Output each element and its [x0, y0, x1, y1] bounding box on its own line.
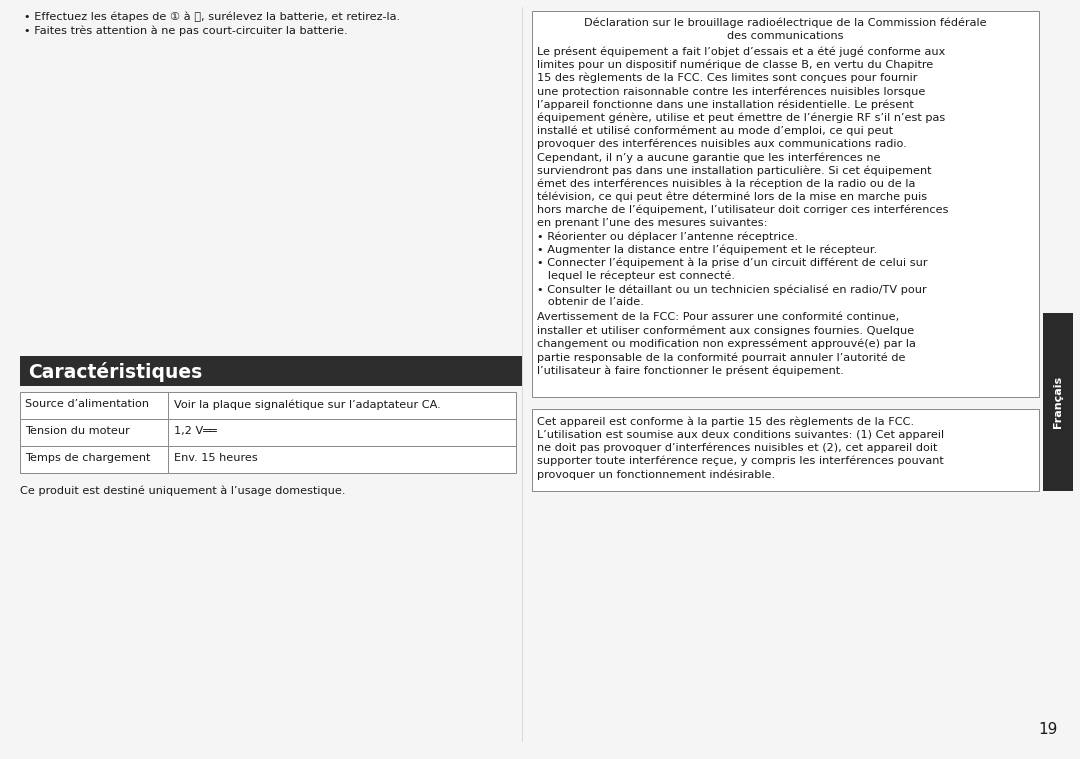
Text: 19: 19 [1039, 722, 1058, 737]
Text: installé et utilisé conformément au mode d’emploi, ce qui peut: installé et utilisé conformément au mode… [537, 125, 893, 136]
Text: des communications: des communications [727, 31, 843, 41]
Text: Env. 15 heures: Env. 15 heures [174, 453, 258, 463]
Text: l’appareil fonctionne dans une installation résidentielle. Le présent: l’appareil fonctionne dans une installat… [537, 99, 914, 110]
Text: provoquer un fonctionnement indésirable.: provoquer un fonctionnement indésirable. [537, 469, 775, 480]
Bar [532, 11, 1039, 398]
Text: 1,2 V══: 1,2 V══ [174, 426, 217, 436]
Text: Voir la plaque signalétique sur l’adaptateur CA.: Voir la plaque signalétique sur l’adapta… [174, 399, 441, 410]
Text: • Faites très attention à ne pas court-circuiter la batterie.: • Faites très attention à ne pas court-c… [24, 25, 348, 36]
Text: une protection raisonnable contre les interférences nuisibles lorsque: une protection raisonnable contre les in… [537, 86, 926, 96]
Text: installer et utiliser conformément aux consignes fournies. Quelque: installer et utiliser conformément aux c… [537, 326, 915, 336]
Text: • Connecter l’équipement à la prise d’un circuit différent de celui sur: • Connecter l’équipement à la prise d’un… [537, 257, 928, 268]
Text: provoquer des interférences nuisibles aux communications radio.: provoquer des interférences nuisibles au… [537, 139, 907, 150]
Bar [1043, 313, 1074, 491]
Bar [532, 409, 1039, 491]
Bar [21, 392, 516, 473]
Text: Caractéristiques: Caractéristiques [28, 362, 202, 382]
Text: partie responsable de la conformité pourrait annuler l’autorité de: partie responsable de la conformité pour… [537, 352, 905, 363]
Bar [21, 356, 522, 386]
Text: Déclaration sur le brouillage radioélectrique de la Commission fédérale: Déclaration sur le brouillage radioélect… [584, 18, 987, 29]
Text: émet des interférences nuisibles à la réception de la radio ou de la: émet des interférences nuisibles à la ré… [537, 178, 916, 189]
Text: en prenant l’une des mesures suivantes:: en prenant l’une des mesures suivantes: [537, 218, 768, 228]
Text: Français: Français [1053, 376, 1063, 428]
Text: • Augmenter la distance entre l’équipement et le récepteur.: • Augmenter la distance entre l’équipeme… [537, 244, 877, 255]
Text: obtenir de l’aide.: obtenir de l’aide. [537, 298, 644, 307]
Text: Ce produit est destiné uniquement à l’usage domestique.: Ce produit est destiné uniquement à l’us… [21, 485, 346, 496]
Text: changement ou modification non expressément approuvé(e) par la: changement ou modification non expressém… [537, 339, 916, 349]
Text: supporter toute interférence reçue, y compris les interférences pouvant: supporter toute interférence reçue, y co… [537, 456, 944, 467]
Text: limites pour un dispositif numérique de classe B, en vertu du Chapitre: limites pour un dispositif numérique de … [537, 60, 933, 70]
Text: ne doit pas provoquer d’interférences nuisibles et (2), cet appareil doit: ne doit pas provoquer d’interférences nu… [537, 442, 937, 453]
Text: L’utilisation est soumise aux deux conditions suivantes: (1) Cet appareil: L’utilisation est soumise aux deux condi… [537, 430, 944, 439]
Text: 15 des règlements de la FCC. Ces limites sont conçues pour fournir: 15 des règlements de la FCC. Ces limites… [537, 73, 917, 83]
Text: hors marche de l’équipement, l’utilisateur doit corriger ces interférences: hors marche de l’équipement, l’utilisate… [537, 205, 948, 216]
Text: télévision, ce qui peut être déterminé lors de la mise en marche puis: télévision, ce qui peut être déterminé l… [537, 191, 927, 202]
Text: Source d’alimentation: Source d’alimentation [25, 399, 149, 409]
Text: Tension du moteur: Tension du moteur [25, 426, 130, 436]
Text: • Réorienter ou déplacer l’antenne réceptrice.: • Réorienter ou déplacer l’antenne récep… [537, 231, 798, 241]
Text: lequel le récepteur est connecté.: lequel le récepteur est connecté. [537, 271, 735, 282]
Text: Temps de chargement: Temps de chargement [25, 453, 150, 463]
Text: Avertissement de la FCC: Pour assurer une conformité continue,: Avertissement de la FCC: Pour assurer un… [537, 313, 900, 323]
Text: Le présent équipement a fait l’objet d’essais et a été jugé conforme aux: Le présent équipement a fait l’objet d’e… [537, 46, 945, 57]
Text: Cependant, il n’y a aucune garantie que les interférences ne: Cependant, il n’y a aucune garantie que … [537, 152, 880, 162]
Text: surviendront pas dans une installation particulière. Si cet équipement: surviendront pas dans une installation p… [537, 165, 931, 175]
Text: Cet appareil est conforme à la partie 15 des règlements de la FCC.: Cet appareil est conforme à la partie 15… [537, 417, 914, 427]
Text: équipement génère, utilise et peut émettre de l’énergie RF s’il n’est pas: équipement génère, utilise et peut émett… [537, 112, 945, 123]
Text: • Consulter le détaillant ou un technicien spécialisé en radio/TV pour: • Consulter le détaillant ou un technici… [537, 284, 927, 294]
Text: l’utilisateur à faire fonctionner le présent équipement.: l’utilisateur à faire fonctionner le pré… [537, 365, 843, 376]
Text: • Effectuez les étapes de ① à ⑪, surélevez la batterie, et retirez-la.: • Effectuez les étapes de ① à ⑪, surélev… [24, 11, 400, 21]
